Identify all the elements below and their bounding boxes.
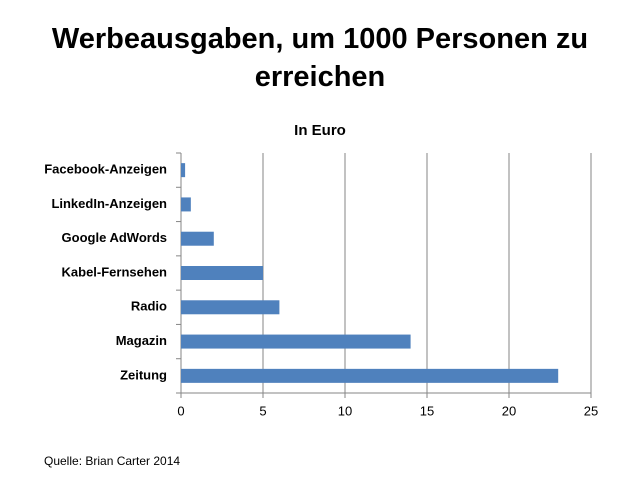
chart-subtitle: In Euro — [294, 122, 346, 139]
y-tick-label: Zeitung — [120, 367, 167, 382]
x-tick-label: 20 — [502, 403, 516, 418]
bar — [181, 334, 411, 349]
bar — [181, 231, 214, 246]
bar — [181, 163, 186, 178]
x-tick-label: 10 — [338, 403, 352, 418]
y-tick-label: Google AdWords — [62, 230, 167, 245]
chart-title: Werbeausgaben, um 1000 Personen zu errei… — [51, 23, 589, 93]
x-tick-label: 25 — [584, 403, 598, 418]
x-tick-label: 15 — [420, 403, 434, 418]
y-tick-label: Kabel-Fernsehen — [62, 264, 168, 279]
bar — [181, 266, 263, 280]
bar — [181, 197, 191, 212]
y-tick-label: Facebook-Anzeigen — [44, 162, 167, 177]
x-tick-label: 0 — [177, 403, 184, 418]
source-note: Quelle: Brian Carter 2014 — [44, 454, 180, 468]
bar — [181, 300, 280, 315]
y-tick-label: Radio — [131, 299, 167, 314]
bar — [181, 368, 559, 383]
y-tick-label: LinkedIn-Anzeigen — [51, 196, 167, 211]
x-tick-label: 5 — [259, 403, 266, 418]
y-tick-label: Magazin — [116, 333, 167, 348]
